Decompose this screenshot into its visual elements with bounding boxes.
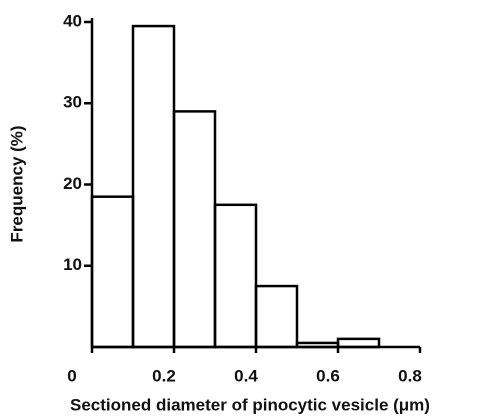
y-tick-label: 10 <box>63 255 82 274</box>
x-tick-label: 0.2 <box>152 366 176 385</box>
x-tick-label: 0.4 <box>234 366 258 385</box>
y-tick-label: 20 <box>63 174 82 193</box>
bar <box>131 24 176 349</box>
bar <box>254 284 299 349</box>
bar <box>90 195 135 349</box>
y-axis-label: Frequency (%) <box>7 125 26 242</box>
bar <box>172 110 217 349</box>
x-tick-label: 0.8 <box>398 366 422 385</box>
y-tick-label: 30 <box>63 93 82 112</box>
y-tick-label: 40 <box>63 11 82 30</box>
x-axis-label: Sectioned diameter of pinocytic vesicle … <box>70 395 430 414</box>
x-tick-label: 0 <box>67 366 76 385</box>
bar <box>213 203 258 349</box>
x-tick-label: 0.6 <box>316 366 340 385</box>
